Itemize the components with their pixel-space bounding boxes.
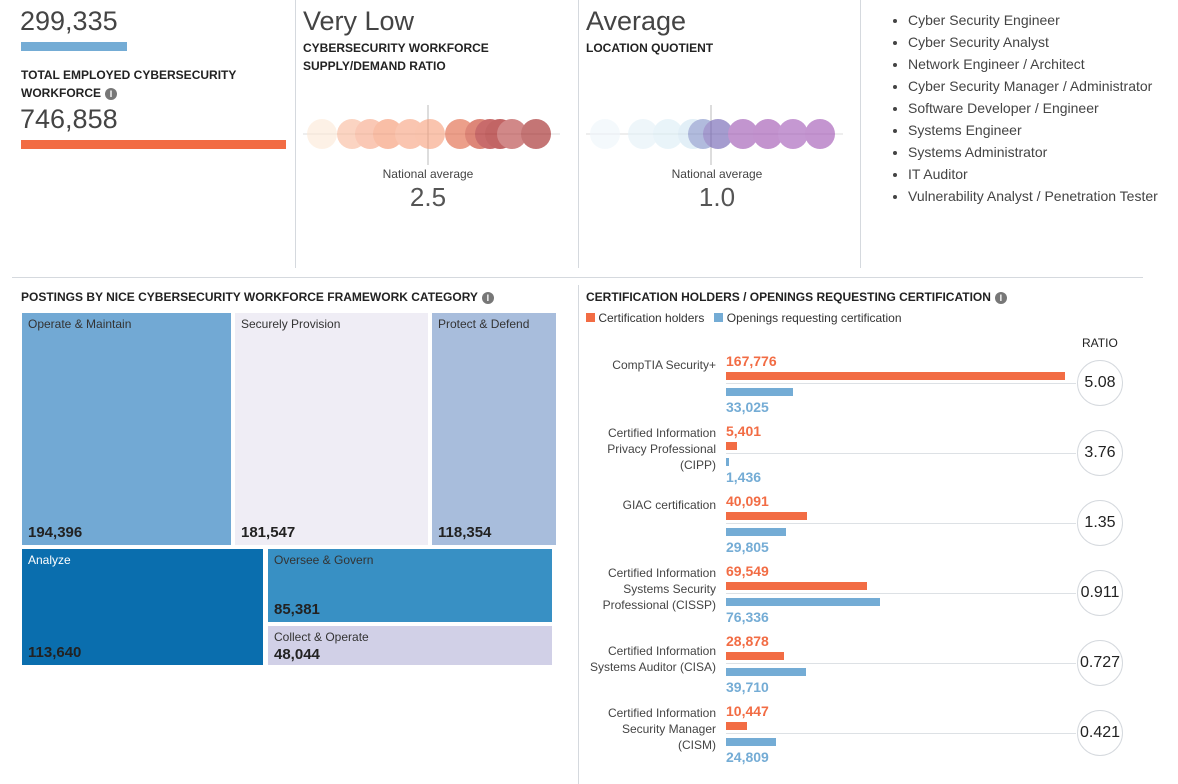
holders-bar [726,442,737,450]
openings-value: 29,805 [726,539,769,555]
tile-name: Oversee & Govern [274,553,374,567]
ratio-badge: 1.35 [1077,500,1123,546]
job-title-item: Cyber Security Analyst [908,31,1158,53]
cert-name: Certified Information Systems Security P… [602,566,716,612]
job-title-item: Software Developer / Engineer [908,97,1158,119]
cert-name: CompTIA Security+ [612,358,716,372]
holders-bar [726,652,785,660]
job-title-item: Cyber Security Manager / Administrator [908,75,1158,97]
certs-title: CERTIFICATION HOLDERS / OPENINGS REQUEST… [586,288,1007,306]
openings-value: 1,436 [726,469,762,485]
openings-value: 33,025 [726,399,769,415]
tile-value: 181,547 [241,524,296,541]
tile-name: Protect & Defend [438,317,530,331]
legend-openings-swatch [714,313,724,322]
job-title-item: IT Auditor [908,163,1158,185]
ratio-badge: 0.421 [1077,710,1123,756]
holders-value: 28,878 [726,633,769,649]
sd-avg-value: 2.5 [409,182,447,212]
openings-value: 299,335 [20,6,118,36]
sd-avg-label: National average [382,167,474,181]
tile-name: Collect & Operate [274,630,369,644]
certs-legend: Certification holders Openings requestin… [586,311,902,325]
tile-value: 85,381 [274,601,320,618]
treemap-title: POSTINGS BY NICE CYBERSECURITY WORKFORCE… [21,288,494,306]
lq-rating: Average [586,6,687,36]
holders-value: 10,447 [726,703,769,719]
tile-value: 113,640 [28,644,82,661]
legend-openings: Openings requesting certification [726,311,902,325]
job-title-item: Systems Administrator [908,141,1158,163]
holders-value: 40,091 [726,493,769,509]
openings-bar [726,598,881,606]
openings-value: 24,809 [726,749,769,765]
info-icon[interactable]: i [105,87,117,100]
info-icon[interactable]: i [481,291,494,304]
treemap-tile[interactable]: Analyze 113,640 [22,549,263,665]
supply-demand-rating: Very Low [303,6,415,36]
job-title-item: Cyber Security Engineer [908,9,1158,31]
tile-value: 118,354 [438,524,492,541]
ratio-badge: 5.08 [1077,360,1123,406]
cert-name: Certified Information Security Manager (… [607,706,716,752]
holders-bar [726,512,807,520]
openings-bar [726,528,787,536]
openings-bar [726,738,777,746]
treemap-tile[interactable]: Operate & Maintain 194,396 [22,313,231,545]
lq-label: LOCATION QUOTIENT [586,41,714,55]
employed-value: 746,858 [20,104,118,134]
openings-value: 39,710 [726,679,769,695]
treemap-tile[interactable]: Oversee & Govern 85,381 [268,549,552,622]
treemap-tile[interactable]: Securely Provision 181,547 [235,313,428,545]
openings-bar [726,458,729,466]
ratio-badge: 0.727 [1077,640,1123,686]
job-title-item: Network Engineer / Architect [908,53,1158,75]
treemap-tile[interactable]: Collect & Operate 48,044 [268,626,552,665]
job-title-item: Vulnerability Analyst / Penetration Test… [908,185,1158,207]
job-title-item: Systems Engineer [908,119,1158,141]
holders-value: 167,776 [726,353,777,369]
supply-demand-strip [303,105,560,165]
tile-value: 48,044 [274,646,320,663]
employed-label: TOTAL EMPLOYED CYBERSECURITY WORKFORCE i [21,68,237,100]
holders-value: 69,549 [726,563,769,579]
lq-strip [586,105,843,165]
job-titles-list: Cyber Security EngineerCyber Security An… [868,9,1158,207]
info-icon[interactable]: i [994,291,1007,304]
holders-bar [726,582,867,590]
openings-bar [21,42,127,51]
cert-name: Certified Information Privacy Profession… [607,426,716,472]
cert-name: GIAC certification [622,498,716,512]
holders-bar [726,722,748,730]
tile-name: Operate & Maintain [28,317,132,331]
treemap-tile[interactable]: Protect & Defend 118,354 [432,313,556,545]
holders-bar [726,372,1065,380]
tile-name: Analyze [28,553,71,567]
tile-name: Securely Provision [241,317,341,331]
holders-value: 5,401 [726,423,762,439]
ratio-header: RATIO [1082,336,1118,350]
supply-demand-label: CYBERSECURITY WORKFORCE SUPPLY/DEMAND RA… [303,41,489,73]
employed-bar [21,140,286,149]
legend-holders-swatch [586,313,595,322]
ratio-badge: 3.76 [1077,430,1123,476]
lq-avg-label: National average [671,167,763,181]
openings-bar [726,388,793,396]
lq-avg-value: 1.0 [698,182,736,212]
legend-holders: Certification holders [598,311,705,325]
ratio-badge: 0.911 [1077,570,1123,616]
openings-value: 76,336 [726,609,769,625]
tile-value: 194,396 [28,524,83,541]
cert-name: Certified Information Systems Auditor (C… [589,644,716,674]
openings-bar [726,668,807,676]
